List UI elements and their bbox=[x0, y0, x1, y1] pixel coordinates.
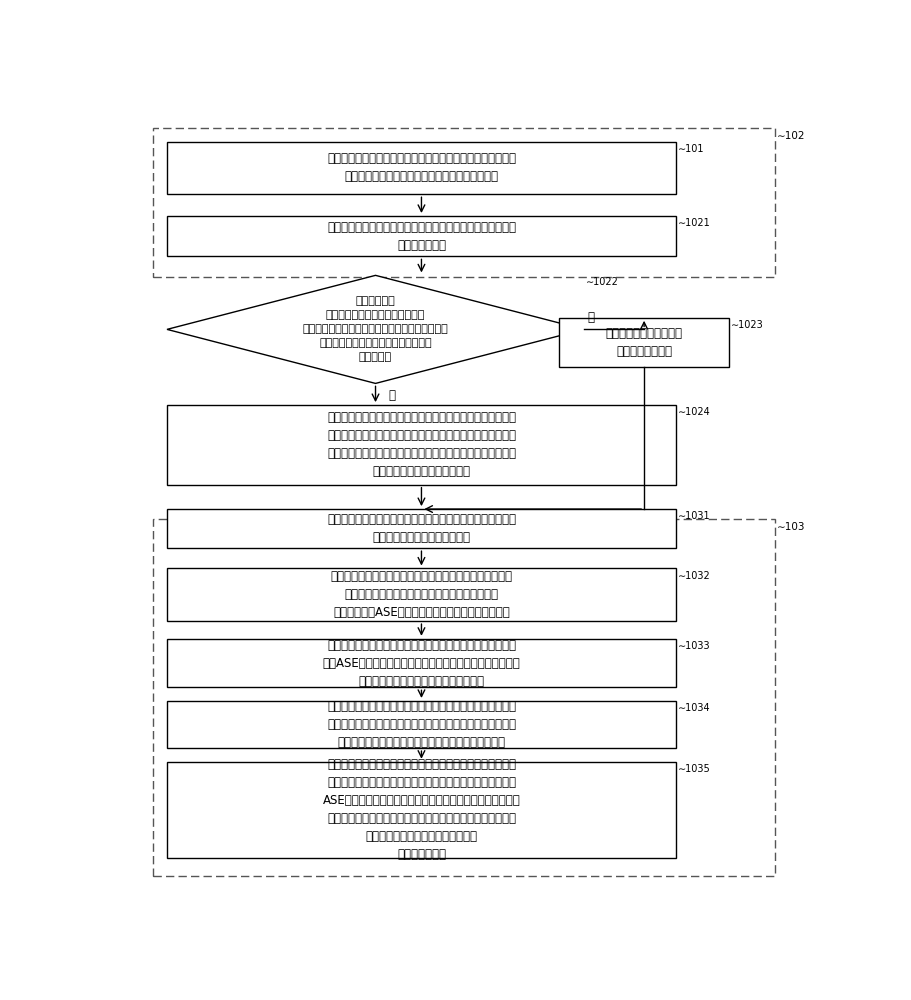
Text: 根据各频率下的增益系数以及当光场在铒纤中沿径向传播时
满足的偏微分方程，生成各频率下的泵浦光功率、
信号光功率、ASE光功率沿增益介质径向分布的计算值: 根据各频率下的增益系数以及当光场在铒纤中沿径向传播时 满足的偏微分方程，生成各频… bbox=[330, 570, 512, 619]
Text: 更新物理参数预设值，直到根据物理参数预设值计算得到的增
益输出谱和噪声指数输出谱与增益参考谱增益和噪声指数参考
谱之间的误差均小于预设的精度阈值，并将更新后的物: 更新物理参数预设值，直到根据物理参数预设值计算得到的增 益输出谱和噪声指数输出谱… bbox=[327, 411, 516, 478]
FancyBboxPatch shape bbox=[167, 701, 675, 748]
Text: 根据获取的铒纤上能级粒子反转数、光放大器的物理参数和业
务波长生成各频率下的增益系数: 根据获取的铒纤上能级粒子反转数、光放大器的物理参数和业 务波长生成各频率下的增益… bbox=[327, 513, 516, 544]
FancyBboxPatch shape bbox=[167, 142, 675, 194]
Text: ∼103: ∼103 bbox=[776, 522, 804, 532]
Text: 是: 是 bbox=[587, 311, 594, 324]
FancyBboxPatch shape bbox=[167, 639, 675, 687]
FancyBboxPatch shape bbox=[167, 509, 675, 548]
FancyBboxPatch shape bbox=[167, 762, 675, 858]
Text: 当更新前后的铒纤上能级粒子反转数的绝对差值大于或等于预
设的收敛阈值时，更新各频率下的泵浦光功率、信号光功率和
ASE光功率在放大器中沿增益介质径向的分布，直到: 当更新前后的铒纤上能级粒子反转数的绝对差值大于或等于预 设的收敛阈值时，更新各频… bbox=[322, 758, 520, 861]
Text: 将物理参数预设值作为光
放大器的物理参数: 将物理参数预设值作为光 放大器的物理参数 bbox=[605, 327, 681, 358]
FancyBboxPatch shape bbox=[167, 568, 675, 621]
Text: ∼101: ∼101 bbox=[677, 144, 704, 154]
Text: 根据光放大器的物理参数预设值计算光放大器的增益输出谱和
噪声指数输出谱: 根据光放大器的物理参数预设值计算光放大器的增益输出谱和 噪声指数输出谱 bbox=[327, 221, 516, 252]
Text: ∼1024: ∼1024 bbox=[677, 407, 710, 417]
FancyBboxPatch shape bbox=[167, 405, 675, 485]
Text: ∼1022: ∼1022 bbox=[586, 277, 619, 287]
Text: ∼102: ∼102 bbox=[776, 131, 804, 141]
Text: 否: 否 bbox=[388, 389, 394, 402]
Text: 当更新前后的铒纤上能级粒子反转数的绝对差值小于预设的收
敛阈值时，根据各频率下的增益系数、各频率下的输入光功率
和各频率下的输入光信噪比，生成光放大器的输出参数: 当更新前后的铒纤上能级粒子反转数的绝对差值小于预设的收 敛阈值时，根据各频率下的… bbox=[327, 700, 516, 749]
FancyBboxPatch shape bbox=[167, 216, 675, 256]
Polygon shape bbox=[167, 275, 583, 383]
FancyBboxPatch shape bbox=[558, 318, 728, 367]
Text: ∼1034: ∼1034 bbox=[677, 703, 710, 713]
Text: 判断增益输出
谱与增益参考谱之间的误差是否小
于预设的精度阈值，以及判断噪声指数输出谱与噪
声指数参考谱之间的误差是否小于预设
的精度阈值: 判断增益输出 谱与增益参考谱之间的误差是否小 于预设的精度阈值，以及判断噪声指数… bbox=[302, 296, 448, 362]
Text: ∼1035: ∼1035 bbox=[677, 764, 710, 774]
Text: ∼1032: ∼1032 bbox=[677, 571, 710, 581]
Text: 根据各频率下的泵浦光功率、各频率下的信号光功率和各频率
下的ASE光功率沿增益介质径向分布的计算值，以及光放大器
的物理参数，更新铒纤上能级粒子反转数: 根据各频率下的泵浦光功率、各频率下的信号光功率和各频率 下的ASE光功率沿增益介… bbox=[322, 639, 520, 688]
Text: 根据光放大器的输入光功率和输出光功率，采集在满波输入的
情况下的光放大器的增益参考谱和噪声指数参考谱: 根据光放大器的输入光功率和输出光功率，采集在满波输入的 情况下的光放大器的增益参… bbox=[327, 152, 516, 183]
Text: ∼1033: ∼1033 bbox=[677, 641, 710, 651]
Text: ∼1021: ∼1021 bbox=[677, 218, 710, 228]
Text: ∼1031: ∼1031 bbox=[677, 511, 710, 521]
Text: ∼1023: ∼1023 bbox=[731, 320, 763, 330]
